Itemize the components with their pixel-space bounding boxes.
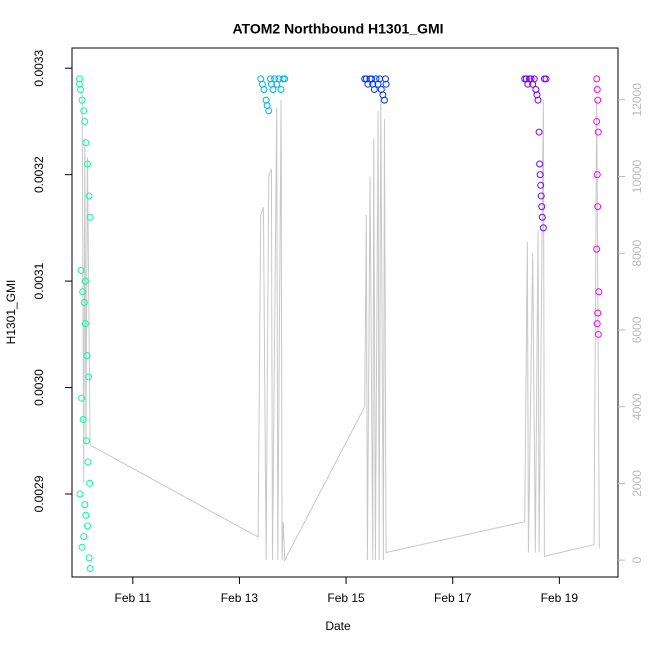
point [82,139,90,147]
point [82,511,90,519]
point [83,160,91,168]
y2-tick-label: 6000 [630,316,644,343]
point [76,490,84,498]
point [532,86,540,94]
point [269,86,277,94]
y-tick-label: 0.0031 [32,262,46,299]
point [83,522,91,530]
point [534,96,542,104]
point [593,171,601,179]
y2-tick-label: 8000 [630,240,644,267]
chart-title: ATOM2 Northbound H1301_GMI [232,21,443,37]
plot-box [71,47,619,578]
point [538,203,546,211]
point [77,266,85,274]
point [594,96,602,104]
x-tick-label: Feb 19 [541,591,579,605]
point [594,128,602,136]
point [80,533,88,541]
point [79,288,87,296]
x-tick-label: Feb 17 [434,591,472,605]
y2-tick-label: 2000 [630,470,644,497]
point [370,86,378,94]
point [75,75,83,83]
point [81,277,89,285]
line [81,92,600,563]
point [85,554,93,562]
point [266,75,274,83]
point [84,458,92,466]
point [593,320,601,328]
point [538,213,546,221]
point [594,203,602,211]
y2-tick-label: 12000 [630,83,644,117]
point [542,75,550,83]
point [85,192,93,200]
point [593,86,601,94]
point [80,107,88,115]
y2-tick-label: 10000 [630,160,644,194]
point [86,479,94,487]
y-tick-label: 0.0030 [32,369,46,406]
y2-tick-label: 0 [630,556,644,563]
point [82,437,90,445]
y-tick-label: 0.0033 [32,50,46,87]
point [537,192,545,200]
point [376,75,384,83]
point [77,86,85,94]
point [593,75,601,83]
point [81,320,89,328]
point [368,75,376,83]
point [536,171,544,179]
point [535,128,543,136]
point [277,86,285,94]
point [78,543,86,551]
point [86,213,94,221]
point [262,96,270,104]
point [382,75,390,83]
point [537,181,545,189]
point [85,373,93,381]
x-tick-label: Feb 15 [327,591,365,605]
point [86,564,94,572]
point [75,80,83,88]
point [265,107,273,115]
point [81,501,89,509]
point [593,117,601,125]
point [536,160,544,168]
point [539,224,547,232]
y-tick-label: 0.0032 [32,156,46,193]
x-tick-label: Feb 11 [115,591,152,605]
point [78,96,86,104]
y2-tick-label: 4000 [630,393,644,420]
point [593,245,601,253]
point [83,352,91,360]
x-tick-label: Feb 13 [221,591,259,605]
point [382,80,390,88]
point [594,330,602,338]
y-axis-label: H1301_GMI [4,280,18,345]
point [80,298,88,306]
point [595,288,603,296]
point [260,86,268,94]
point [79,415,87,423]
point [530,75,538,83]
y-tick-label: 0.0029 [32,475,46,512]
x-axis-label: Date [325,619,351,633]
point [533,91,541,99]
point [81,117,89,125]
point [281,75,289,83]
point [380,96,388,104]
point [78,394,86,402]
point [594,309,602,317]
